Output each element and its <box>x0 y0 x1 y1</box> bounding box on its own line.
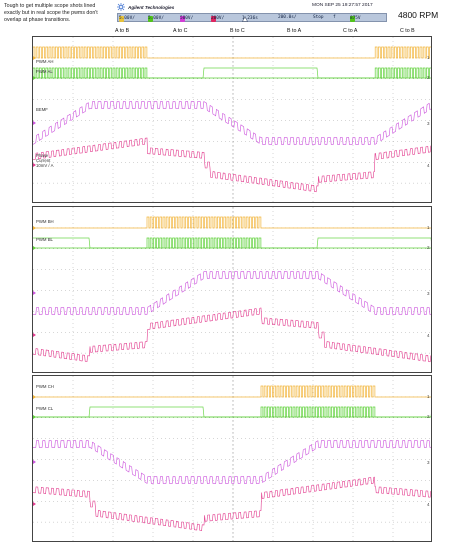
scope-traces-phase-c: 1 2 3 4 <box>33 376 431 541</box>
channel-4-ground-marker[interactable] <box>33 163 36 167</box>
trigger-position-value: 1.236s <box>242 16 258 21</box>
scope-datetime: MON SEP 25 19:27:57 2017 <box>312 3 373 8</box>
channel-3-ground-marker[interactable] <box>33 291 36 295</box>
channel-1-scale: 5.00V/ <box>119 16 135 21</box>
channel-number-label: 2 <box>427 414 430 419</box>
marker-c-to-a: C to A <box>343 28 358 34</box>
channel-number-label: 1 <box>427 55 430 60</box>
channel-number-label: 4 <box>427 163 430 168</box>
rpm-label: 4800 RPM <box>398 10 439 20</box>
pwm-low-level-trace <box>33 406 431 418</box>
marker-b-to-c: B to C <box>230 28 245 34</box>
channel-number-label: 1 <box>427 394 430 399</box>
trace-label-pwm-high: PWM CH <box>36 384 54 389</box>
channel-number-label: 4 <box>427 333 430 338</box>
trace-label-pwm-low: PWM BL <box>36 237 53 242</box>
channel-3-scale: 500V/ <box>180 16 194 21</box>
scope-panel-phase-b: 1 2 3 4 PWM BH PWM BL <box>32 206 432 373</box>
channel-4-ground-marker[interactable] <box>33 333 36 337</box>
phase-current-trace <box>33 307 431 363</box>
trace-label-phase-current: Phase Current 10mV / A <box>36 153 54 168</box>
marker-a-to-b: A to B <box>115 28 130 34</box>
trace-label-pwm-low: PWM AL <box>36 69 53 74</box>
pwm-low-trace <box>33 67 431 79</box>
trigger-position-icon <box>242 15 248 22</box>
channel-number-label: 1 <box>427 225 430 230</box>
channel-3-ground-marker[interactable] <box>33 121 36 125</box>
trigger-level-value: 875V <box>350 16 361 21</box>
scope-traces-phase-a: 1 2 3 4 <box>33 37 431 202</box>
scope-panel-phase-a: 1 2 3 4 PWM AH PWM AL BEMF Phase Current 10… <box>32 36 432 203</box>
phase-current-trace <box>33 137 431 193</box>
pwm-low-level-trace <box>33 237 431 249</box>
channel-4-chip <box>211 16 216 22</box>
channel-2-chip <box>148 16 153 22</box>
channel-number-label: 3 <box>427 121 430 126</box>
marker-c-to-b: C to B <box>400 28 415 34</box>
marker-a-to-c: A to C <box>173 28 188 34</box>
channel-2-ground-marker[interactable] <box>33 415 36 419</box>
annotation-note: Tough to get multiple scope shots lined … <box>4 3 98 23</box>
channel-1-ground-marker[interactable] <box>33 56 36 60</box>
pwm-high-trace <box>33 46 431 59</box>
channel-2-ground-marker[interactable] <box>33 246 36 250</box>
channel-1-ground-marker[interactable] <box>33 395 36 399</box>
bemf-trace <box>33 440 431 484</box>
phase-current-trace <box>33 476 431 532</box>
bemf-trace <box>33 101 431 145</box>
marker-b-to-a: B to A <box>287 28 302 34</box>
channel-1-chip <box>119 16 124 22</box>
channel-3-ground-marker[interactable] <box>33 460 36 464</box>
pwm-low-trace <box>33 237 431 249</box>
trigger-channel-chip <box>350 16 355 22</box>
channel-4-scale: 200V/ <box>211 16 225 21</box>
scope-grid <box>33 376 431 541</box>
channel-1-ground-marker[interactable] <box>33 226 36 230</box>
pwm-high-trace <box>33 216 431 229</box>
trace-label-pwm-low: PWM CL <box>36 406 54 411</box>
pwm-low-level-trace <box>33 67 431 79</box>
trace-label-pwm-high: PWM AH <box>36 59 54 64</box>
channel-2-scale: 5.00V/ <box>148 16 164 21</box>
channel-number-label: 2 <box>427 245 430 250</box>
scope-traces-phase-b: 1 2 3 4 <box>33 207 431 372</box>
channel-number-label: 3 <box>427 291 430 296</box>
channel-number-label: 4 <box>427 502 430 507</box>
run-state[interactable]: Stop <box>313 15 324 20</box>
channel-3-chip <box>180 16 185 22</box>
channel-4-ground-marker[interactable] <box>33 502 36 506</box>
channel-2-ground-marker[interactable] <box>33 76 36 80</box>
trace-label-pwm-high: PWM BH <box>36 219 54 224</box>
channel-settings-bar[interactable]: 5.00V/ 5.00V/ 500V/ 200V/ 1.236s 200.0s/… <box>117 13 387 22</box>
bemf-trace <box>33 271 431 315</box>
trigger-mode-icon[interactable]: f <box>333 15 336 20</box>
brand-name: Agilent Technologies <box>128 4 175 10</box>
channel-number-label: 3 <box>427 460 430 465</box>
agilent-logo-icon <box>117 3 125 11</box>
channel-number-label: 2 <box>427 75 430 80</box>
pwm-high-trace <box>33 385 431 398</box>
pwm-low-trace <box>33 406 431 418</box>
scope-panel-phase-c: 1 2 3 4 PWM CH PWM CL <box>32 375 432 542</box>
brand: Agilent Technologies <box>117 2 174 12</box>
trace-label-bemf: BEMF <box>36 107 48 112</box>
timebase-setting[interactable]: 200.0s/ <box>278 15 297 20</box>
